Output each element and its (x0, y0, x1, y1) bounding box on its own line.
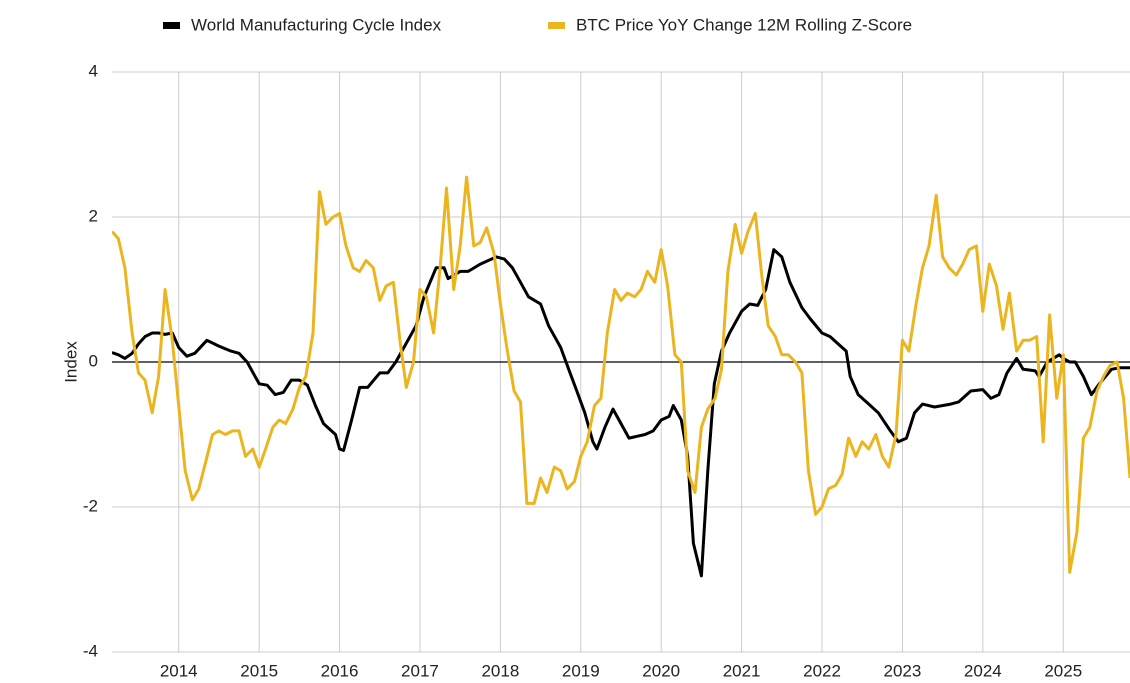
y-tick-label: 4 (89, 61, 98, 80)
legend-swatch (163, 22, 180, 29)
x-tick-label: 2021 (723, 661, 761, 680)
x-tick-label: 2020 (642, 661, 680, 680)
legend-swatch (548, 22, 565, 29)
legend-label: BTC Price YoY Change 12M Rolling Z-Score (576, 15, 912, 34)
x-tick-label: 2014 (160, 661, 198, 680)
x-tick-label: 2025 (1044, 661, 1082, 680)
y-tick-label: 2 (89, 206, 98, 225)
x-tick-label: 2022 (803, 661, 841, 680)
x-tick-label: 2017 (401, 661, 439, 680)
x-tick-label: 2018 (481, 661, 519, 680)
y-tick-label: -4 (83, 641, 98, 660)
x-tick-label: 2024 (964, 661, 1002, 680)
x-tick-label: 2019 (562, 661, 600, 680)
x-tick-label: 2016 (321, 661, 359, 680)
legend-label: World Manufacturing Cycle Index (191, 15, 442, 34)
x-tick-label: 2015 (240, 661, 278, 680)
y-axis-label: Index (61, 341, 80, 383)
series-line (112, 175, 1130, 574)
series-line (112, 248, 1130, 578)
x-tick-label: 2023 (884, 661, 922, 680)
y-tick-label: 0 (89, 351, 98, 370)
y-tick-label: -2 (83, 496, 98, 515)
